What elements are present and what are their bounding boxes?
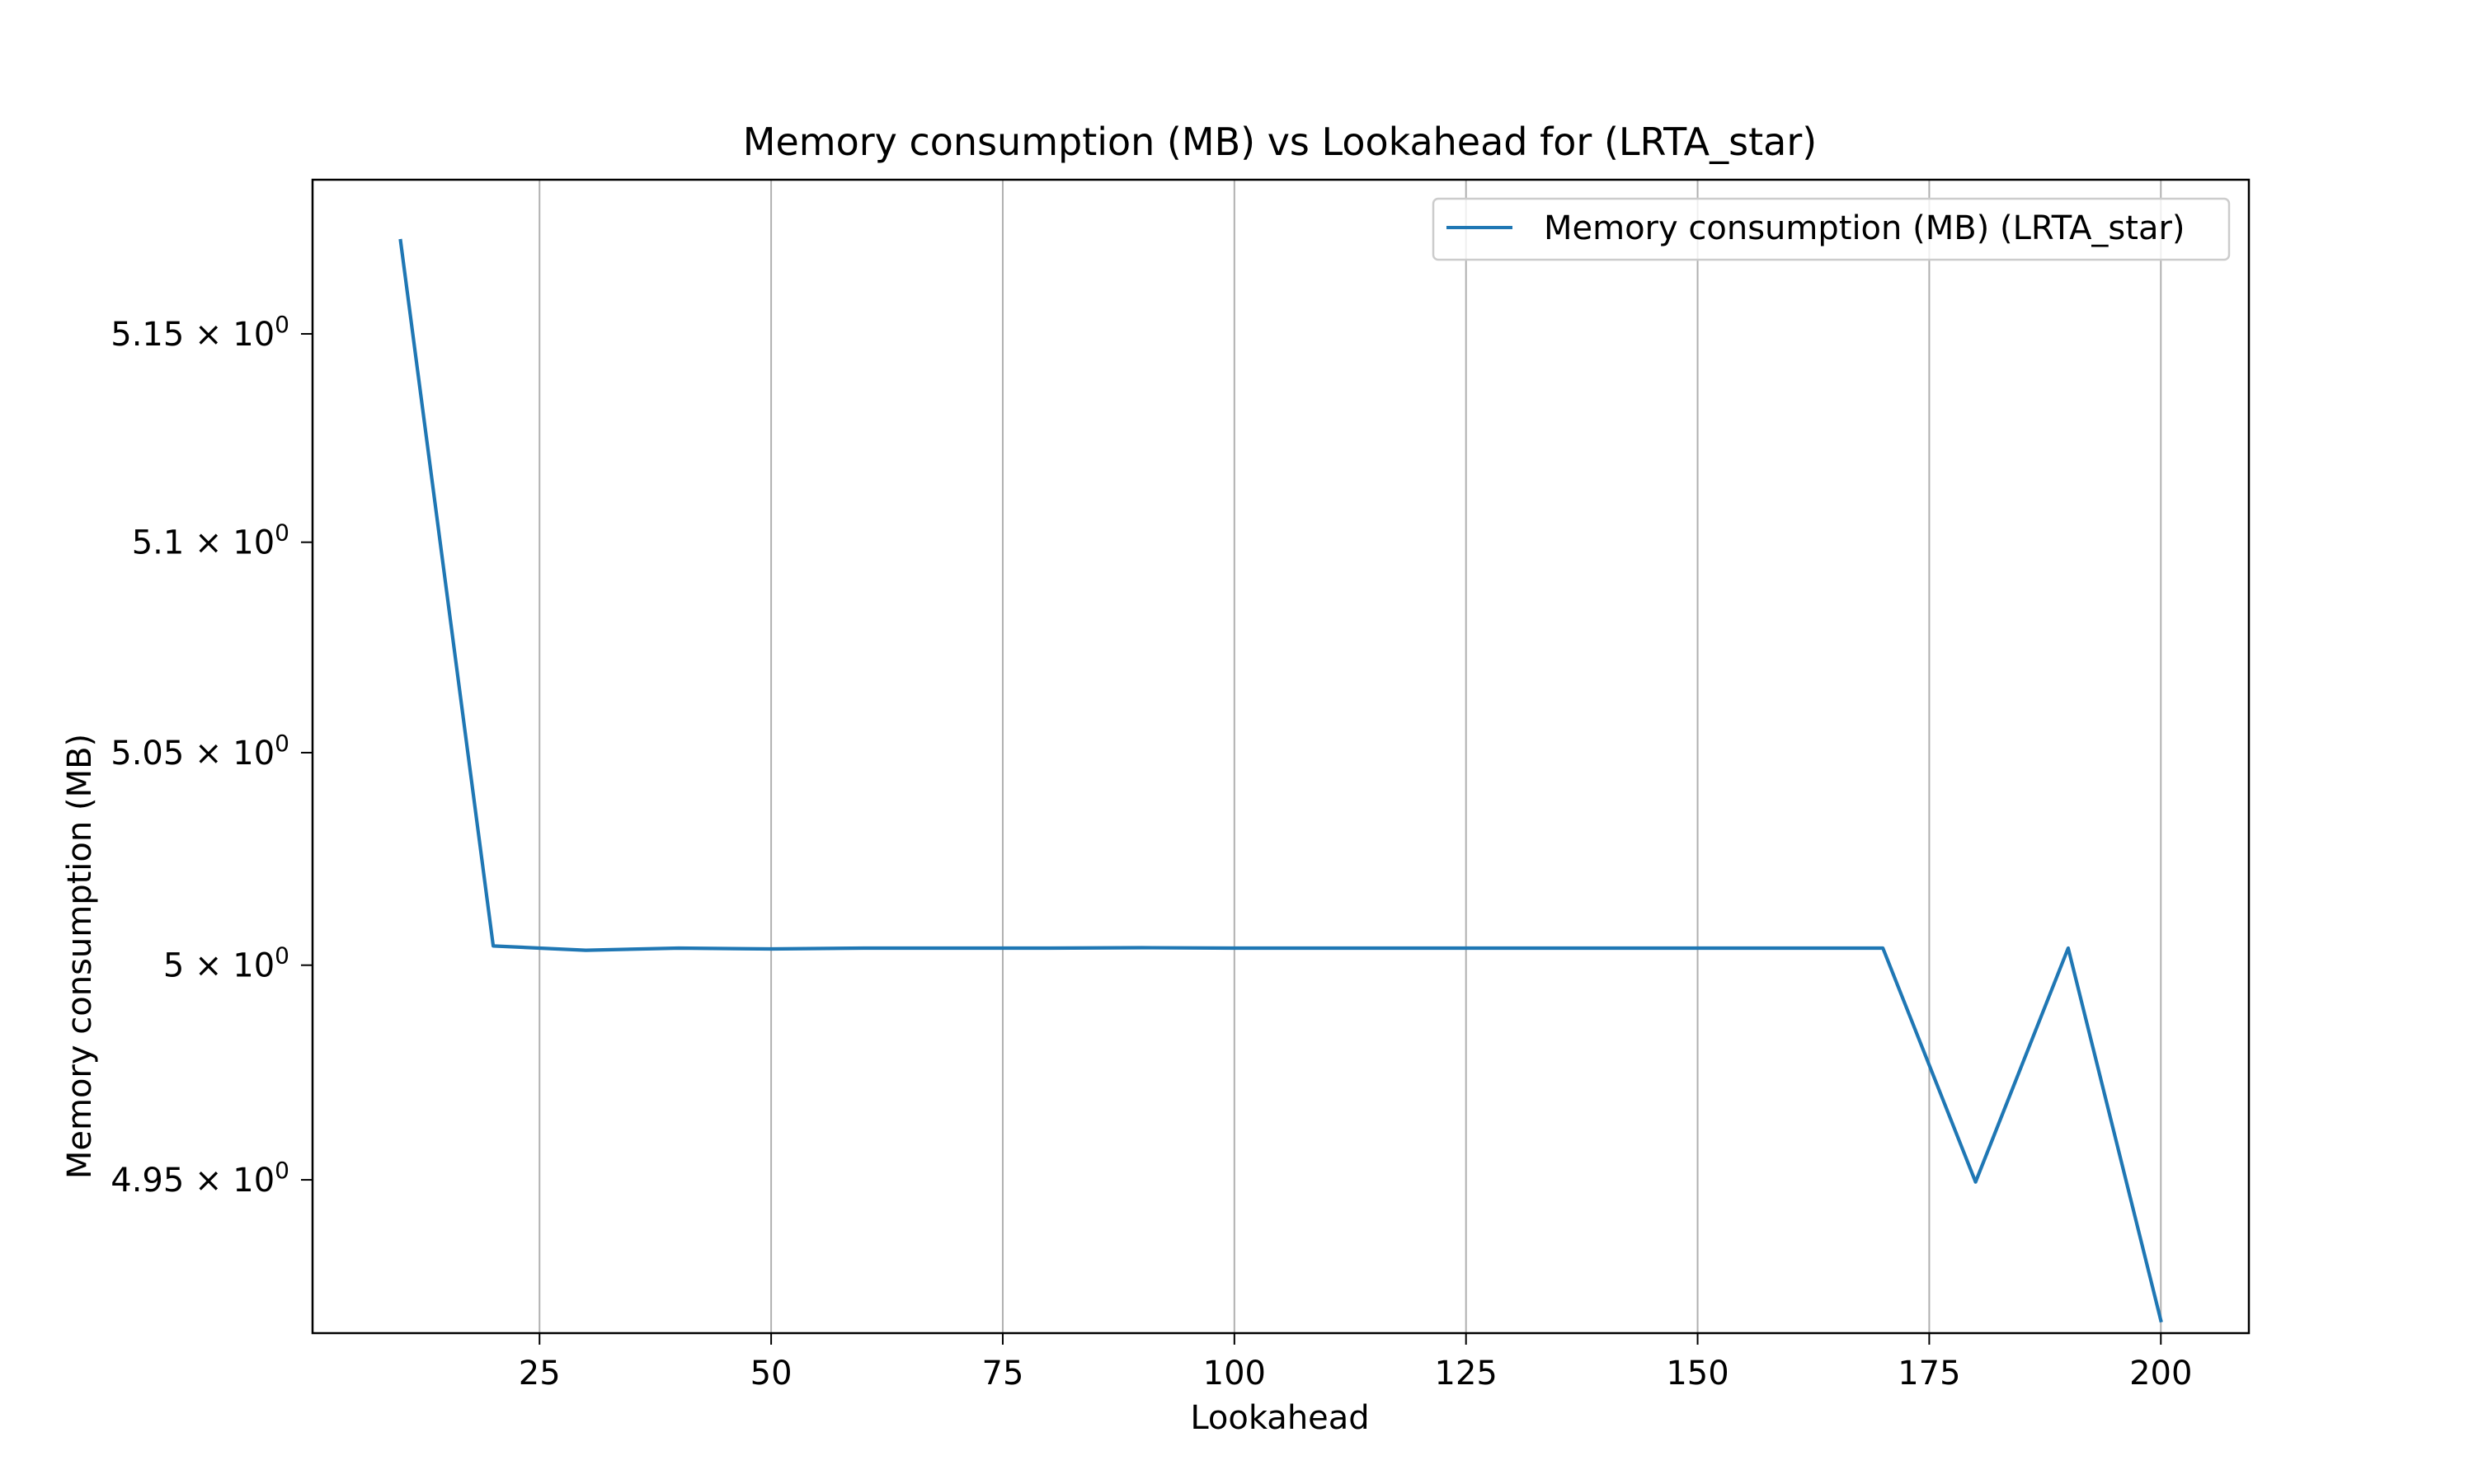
y-tick-label: 4.95 × 100 <box>111 1157 289 1200</box>
y-axis-ticks: 4.95 × 100 5 × 100 5.05 × 100 5.1 × 100 5.15… <box>111 311 313 1200</box>
data-point <box>955 946 958 950</box>
series-layer <box>398 238 2163 1323</box>
data-point <box>2067 946 2070 950</box>
x-tick-label: 150 <box>1666 1355 1729 1392</box>
series-line <box>398 238 2163 1323</box>
data-point <box>1325 946 1329 950</box>
y-tick-label: 5.05 × 100 <box>111 730 289 773</box>
plot-frame <box>311 178 2251 1335</box>
data-point <box>2159 1319 2162 1322</box>
data-point <box>1696 946 1700 950</box>
data-point <box>1418 946 1422 950</box>
data-point <box>862 946 865 950</box>
data-point <box>1140 946 1143 949</box>
y-tick-label: 5.15 × 100 <box>111 311 289 354</box>
data-point <box>677 946 680 950</box>
data-point <box>584 949 587 952</box>
y-tick-label: 5 × 100 <box>163 942 289 985</box>
x-tick-label: 75 <box>982 1355 1024 1392</box>
data-point <box>492 944 495 947</box>
x-tick-label: 50 <box>750 1355 793 1392</box>
y-tick-label: 5.1 × 100 <box>132 519 289 562</box>
x-axis-ticks: 25 50 75 100 125 150 175 200 <box>519 1333 2192 1392</box>
x-tick-label: 125 <box>1435 1355 1498 1392</box>
x-tick-label: 25 <box>519 1355 561 1392</box>
data-point <box>399 239 402 242</box>
data-point <box>1047 946 1051 950</box>
legend-box <box>1432 197 2231 261</box>
data-point <box>1789 946 1792 950</box>
data-point <box>1881 946 1884 950</box>
chart-title: Memory consumption (MB) vs Lookahead for… <box>743 120 1817 164</box>
x-tick-label: 175 <box>1898 1355 1960 1392</box>
y-axis-label: Memory consumption (MB) <box>61 734 99 1179</box>
data-point <box>1511 946 1514 950</box>
data-point <box>1974 1181 1978 1184</box>
data-point <box>1233 946 1236 950</box>
legend: Memory consumption (MB) (LRTA_star) <box>1432 197 2231 261</box>
x-tick-label: 200 <box>2129 1355 2192 1392</box>
x-axis-label: Lookahead <box>1190 1399 1369 1437</box>
data-point <box>769 947 773 951</box>
legend-label: Memory consumption (MB) (LRTA_star) <box>1544 209 2185 247</box>
x-tick-label: 100 <box>1203 1355 1266 1392</box>
data-point <box>1603 946 1606 950</box>
grid-lines <box>539 180 2162 1333</box>
